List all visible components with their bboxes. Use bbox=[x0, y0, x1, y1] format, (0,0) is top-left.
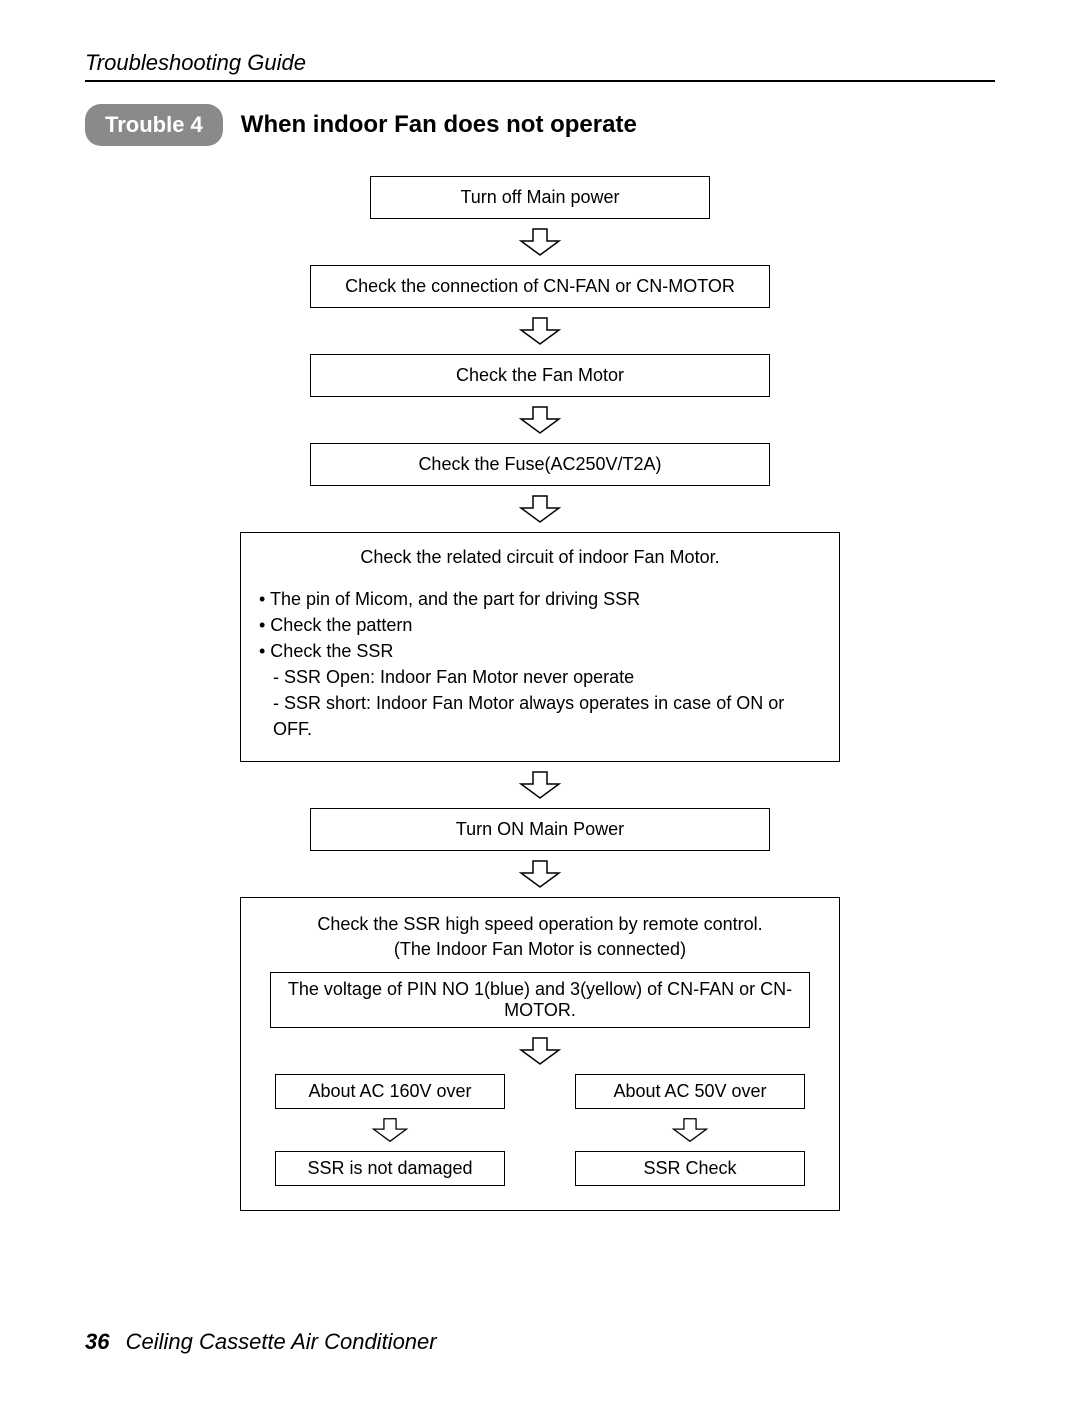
ssr-header: Check the SSR high speed operation by re… bbox=[317, 912, 762, 962]
ssr-right-col: About AC 50V over SSR Check bbox=[560, 1074, 820, 1186]
step-5-box: Check the related circuit of indoor Fan … bbox=[240, 532, 840, 762]
right-voltage-box: About AC 50V over bbox=[575, 1074, 805, 1109]
footer-text: Ceiling Cassette Air Conditioner bbox=[126, 1329, 437, 1354]
trouble-badge: Trouble 4 bbox=[85, 104, 223, 146]
left-voltage-box: About AC 160V over bbox=[275, 1074, 505, 1109]
page-footer: 36 Ceiling Cassette Air Conditioner bbox=[85, 1329, 437, 1355]
step-2-box: Check the connection of CN-FAN or CN-MOT… bbox=[310, 265, 770, 308]
page-number: 36 bbox=[85, 1329, 109, 1354]
down-arrow-icon bbox=[517, 227, 563, 257]
ssr-header-line2: (The Indoor Fan Motor is connected) bbox=[394, 939, 686, 959]
ssr-inner-box: The voltage of PIN NO 1(blue) and 3(yell… bbox=[270, 972, 810, 1028]
down-arrow-icon bbox=[517, 770, 563, 800]
down-arrow-icon bbox=[517, 316, 563, 346]
ssr-two-col: About AC 160V over SSR is not damaged Ab… bbox=[260, 1074, 820, 1186]
left-result-box: SSR is not damaged bbox=[275, 1151, 505, 1186]
down-arrow-icon bbox=[670, 1117, 710, 1143]
step-6-box: Turn ON Main Power bbox=[310, 808, 770, 851]
flowchart: Turn off Main power Check the connection… bbox=[85, 176, 995, 1211]
trouble-title: When indoor Fan does not operate bbox=[241, 111, 637, 139]
page: Troubleshooting Guide Trouble 4 When ind… bbox=[0, 0, 1080, 1405]
down-arrow-icon bbox=[517, 859, 563, 889]
step-5-title: Check the related circuit of indoor Fan … bbox=[259, 547, 821, 568]
step-1-box: Turn off Main power bbox=[370, 176, 710, 219]
step-5-bullets: • The pin of Micom, and the part for dri… bbox=[259, 586, 821, 743]
step-3-box: Check the Fan Motor bbox=[310, 354, 770, 397]
down-arrow-icon bbox=[517, 494, 563, 524]
bullet-sub-line: - SSR Open: Indoor Fan Motor never opera… bbox=[259, 664, 821, 690]
ssr-header-line1: Check the SSR high speed operation by re… bbox=[317, 914, 762, 934]
ssr-left-col: About AC 160V over SSR is not damaged bbox=[260, 1074, 520, 1186]
down-arrow-icon bbox=[517, 1036, 563, 1066]
bullet-line: • Check the SSR bbox=[259, 638, 821, 664]
down-arrow-icon bbox=[370, 1117, 410, 1143]
trouble-row: Trouble 4 When indoor Fan does not opera… bbox=[85, 104, 995, 146]
step-4-box: Check the Fuse(AC250V/T2A) bbox=[310, 443, 770, 486]
bullet-sub-line: - SSR short: Indoor Fan Motor always ope… bbox=[259, 690, 821, 742]
right-result-box: SSR Check bbox=[575, 1151, 805, 1186]
bullet-line: • The pin of Micom, and the part for dri… bbox=[259, 586, 821, 612]
bullet-line: • Check the pattern bbox=[259, 612, 821, 638]
down-arrow-icon bbox=[517, 405, 563, 435]
ssr-check-box: Check the SSR high speed operation by re… bbox=[240, 897, 840, 1211]
page-header: Troubleshooting Guide bbox=[85, 50, 995, 82]
